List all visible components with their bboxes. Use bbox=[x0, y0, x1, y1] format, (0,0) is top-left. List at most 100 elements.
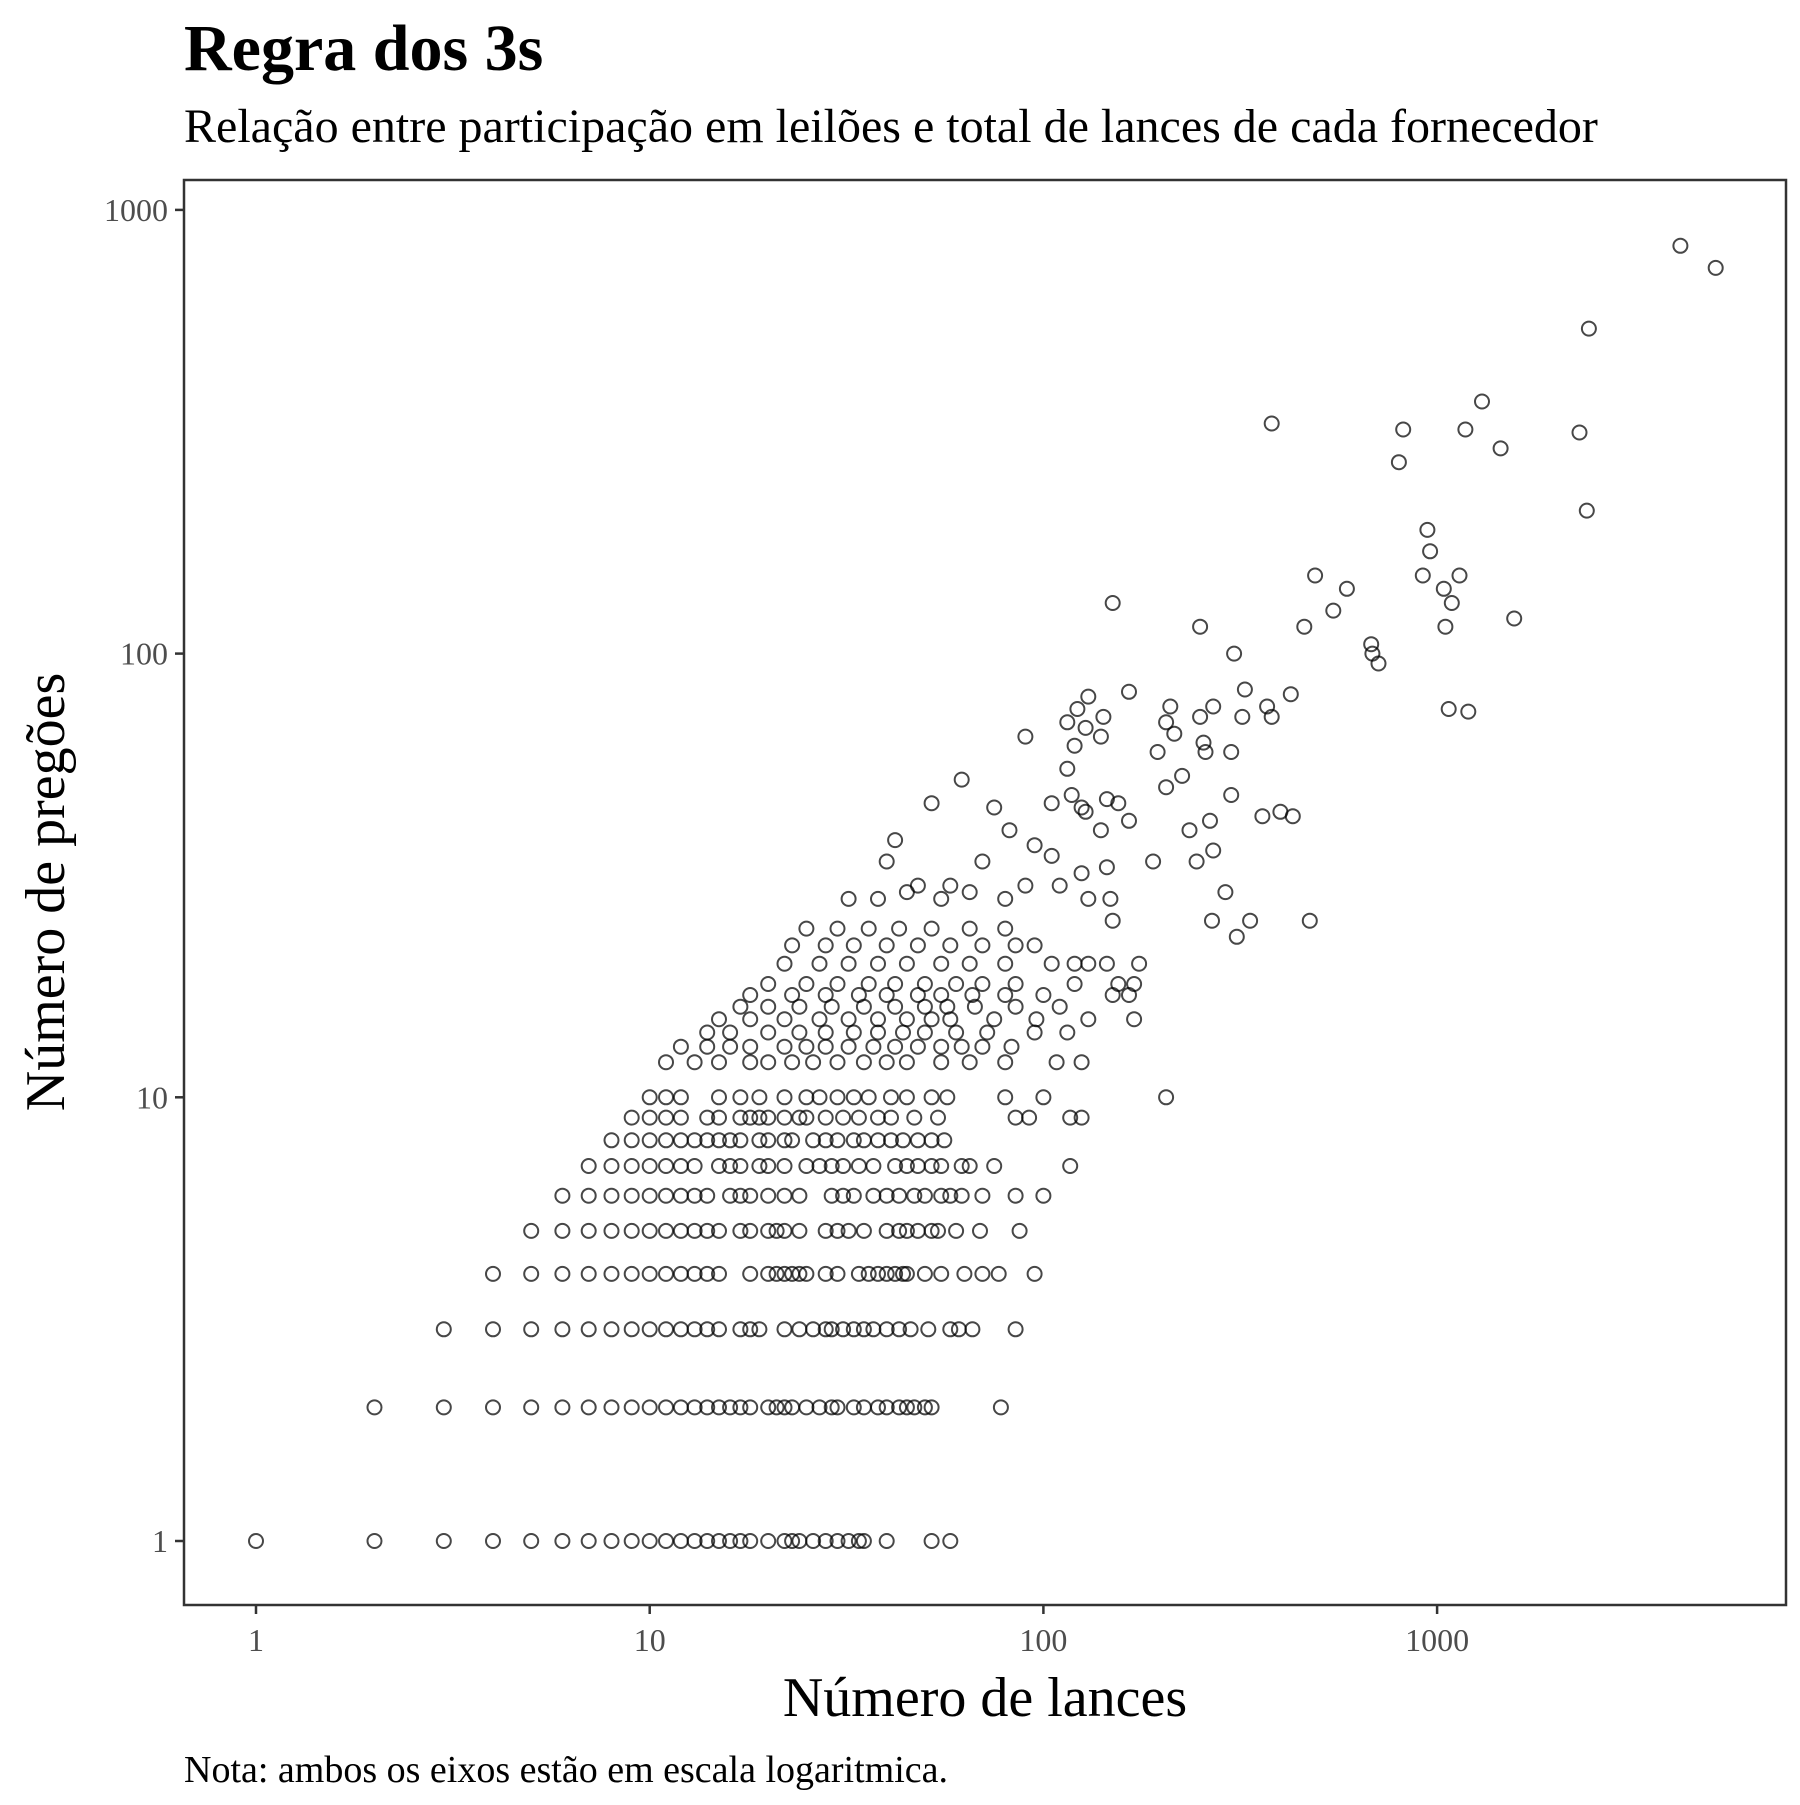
data-point bbox=[898, 1158, 915, 1174]
x-tick-label: 10 bbox=[634, 1622, 666, 1658]
data-point bbox=[580, 1222, 597, 1239]
data-point bbox=[1051, 877, 1068, 894]
data-point bbox=[623, 1321, 640, 1338]
data-point bbox=[878, 937, 895, 954]
data-point bbox=[1234, 708, 1251, 725]
data-point bbox=[891, 1399, 908, 1416]
data-point bbox=[672, 1109, 689, 1126]
data-point bbox=[1263, 708, 1280, 725]
data-point bbox=[554, 1399, 571, 1416]
data-point bbox=[623, 1222, 640, 1239]
chart-subtitle: Relação entre participação em leilões e … bbox=[184, 100, 1598, 153]
data-point bbox=[878, 1533, 895, 1549]
data-point bbox=[760, 1265, 777, 1282]
data-point bbox=[776, 1399, 793, 1416]
data-point bbox=[1007, 998, 1024, 1015]
data-point bbox=[641, 1265, 658, 1282]
data-point bbox=[248, 1533, 264, 1549]
data-point bbox=[1080, 688, 1097, 705]
data-point bbox=[623, 1132, 640, 1149]
data-point bbox=[997, 1089, 1014, 1106]
data-point bbox=[1126, 976, 1143, 992]
data-point bbox=[760, 976, 777, 992]
data-points bbox=[248, 237, 1724, 1549]
data-point bbox=[887, 976, 904, 992]
data-point bbox=[686, 1222, 703, 1239]
data-point bbox=[850, 1109, 867, 1126]
data-point bbox=[742, 987, 759, 1003]
data-point bbox=[878, 853, 895, 870]
data-point bbox=[948, 976, 965, 992]
data-point bbox=[554, 1533, 571, 1549]
data-point bbox=[865, 1158, 882, 1174]
data-point bbox=[855, 1533, 872, 1549]
data-point bbox=[817, 1132, 834, 1149]
data-point bbox=[1195, 734, 1212, 751]
data-point bbox=[1073, 1109, 1090, 1126]
data-point bbox=[974, 1265, 991, 1282]
data-point bbox=[986, 799, 1003, 816]
data-point bbox=[923, 1222, 940, 1239]
data-point bbox=[840, 1533, 857, 1549]
data-point bbox=[974, 937, 991, 954]
data-point bbox=[1048, 1054, 1065, 1071]
data-point bbox=[887, 1038, 904, 1055]
data-point bbox=[776, 955, 793, 972]
data-point bbox=[990, 1265, 1007, 1282]
data-point bbox=[1363, 636, 1380, 653]
data-point bbox=[554, 1222, 571, 1239]
data-point bbox=[711, 1011, 727, 1028]
data-point bbox=[760, 1222, 777, 1239]
data-point bbox=[732, 1187, 749, 1204]
data-point bbox=[891, 1321, 908, 1338]
data-point bbox=[791, 1109, 808, 1126]
data-point bbox=[1017, 728, 1034, 745]
data-point bbox=[791, 1222, 808, 1239]
data-point bbox=[964, 1321, 981, 1338]
data-point bbox=[1066, 737, 1083, 754]
data-point bbox=[523, 1321, 540, 1338]
data-point bbox=[1145, 853, 1162, 870]
data-point bbox=[1077, 719, 1094, 736]
data-point bbox=[835, 1109, 852, 1126]
data-point bbox=[366, 1533, 383, 1549]
data-point bbox=[916, 1265, 933, 1282]
data-point bbox=[933, 1158, 950, 1174]
data-point bbox=[811, 955, 828, 972]
data-point bbox=[840, 955, 857, 972]
data-point bbox=[933, 890, 950, 907]
data-point bbox=[699, 1222, 716, 1239]
data-point bbox=[923, 920, 940, 937]
data-point bbox=[845, 1399, 862, 1416]
data-point bbox=[732, 1132, 749, 1149]
data-point bbox=[554, 1187, 571, 1204]
data-point bbox=[760, 998, 777, 1015]
data-point bbox=[870, 1011, 886, 1028]
data-point bbox=[699, 1399, 716, 1416]
data-point bbox=[435, 1399, 452, 1416]
x-tick-label: 1000 bbox=[1405, 1622, 1469, 1658]
data-point bbox=[686, 1533, 703, 1549]
data-point bbox=[1035, 987, 1052, 1003]
data-point bbox=[1672, 237, 1689, 254]
data-point bbox=[1104, 595, 1121, 611]
data-point bbox=[845, 1321, 862, 1338]
data-point bbox=[986, 1011, 1003, 1028]
data-point bbox=[751, 1132, 768, 1149]
data-point bbox=[840, 1011, 857, 1028]
data-point bbox=[1205, 842, 1222, 859]
data-point bbox=[1457, 421, 1474, 438]
data-point bbox=[580, 1533, 597, 1549]
data-point bbox=[1492, 440, 1509, 457]
data-point bbox=[1571, 424, 1588, 441]
data-point bbox=[641, 1533, 658, 1549]
data-point bbox=[641, 1109, 658, 1126]
data-point bbox=[699, 1132, 716, 1149]
data-point bbox=[1435, 580, 1452, 597]
data-point bbox=[845, 1187, 862, 1204]
data-point bbox=[933, 1265, 950, 1282]
data-point bbox=[798, 920, 815, 937]
data-point bbox=[722, 1187, 739, 1204]
y-tick-label: 100 bbox=[120, 636, 168, 672]
data-point bbox=[1460, 703, 1477, 720]
